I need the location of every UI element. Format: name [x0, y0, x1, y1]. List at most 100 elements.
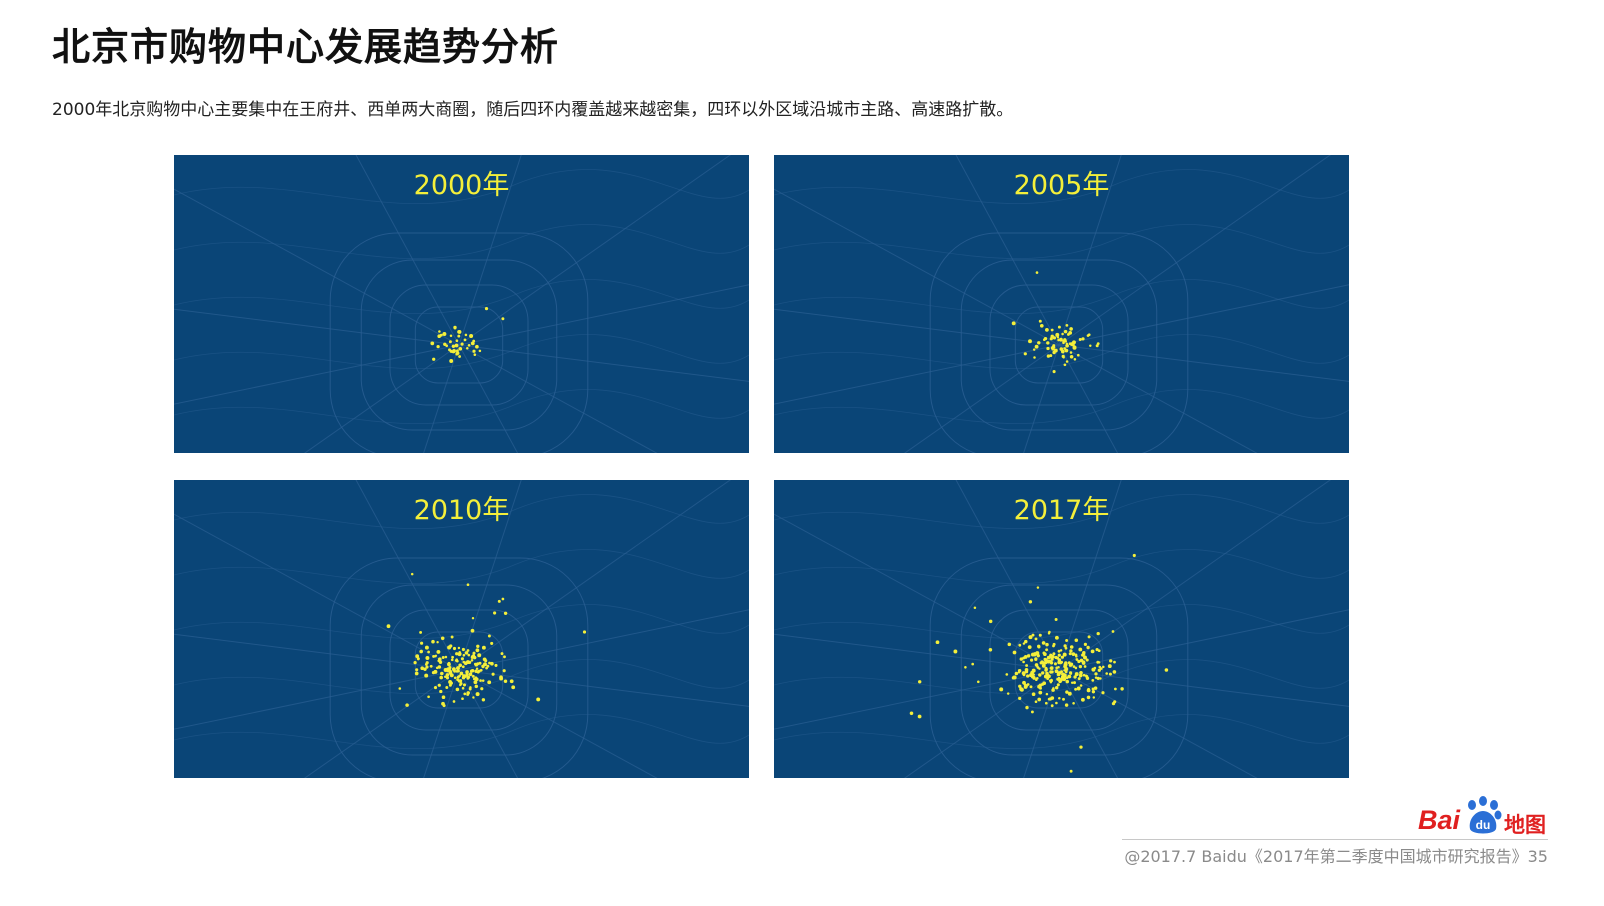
radial-road	[174, 344, 460, 405]
shopping-center-point	[1024, 684, 1028, 688]
shopping-center-point	[478, 349, 482, 353]
shopping-center-point	[443, 668, 448, 672]
radial-road	[1058, 669, 1349, 707]
shopping-center-point	[1022, 680, 1026, 685]
shopping-center-point	[461, 647, 465, 652]
radial-road	[458, 344, 658, 453]
shopping-center-point	[1073, 681, 1076, 685]
shopping-center-point	[1095, 648, 1099, 652]
shopping-center-point	[436, 649, 441, 654]
shopping-center-point	[445, 676, 450, 680]
shopping-center-point	[476, 644, 480, 648]
shopping-center-point	[1053, 348, 1058, 353]
shopping-center-point	[1049, 666, 1054, 670]
shopping-center-point	[1028, 600, 1033, 604]
shopping-center-point	[1063, 329, 1068, 334]
shopping-center-point	[1055, 701, 1058, 705]
shopping-center-point	[1057, 325, 1061, 329]
shopping-center-point	[1094, 672, 1098, 676]
shopping-center-point	[1056, 683, 1060, 687]
ring-road	[329, 232, 589, 453]
shopping-center-point	[1098, 661, 1101, 664]
shopping-center-point	[467, 660, 472, 665]
shopping-center-point	[437, 665, 442, 669]
shopping-center-point	[482, 657, 487, 662]
shopping-center-point	[1037, 684, 1042, 689]
shopping-center-point	[487, 634, 491, 638]
radial-road	[1058, 344, 1349, 382]
shopping-center-point	[455, 352, 459, 356]
shopping-center-point	[458, 652, 462, 656]
ring-road	[360, 584, 558, 756]
shopping-center-point	[1092, 696, 1096, 699]
shopping-center-point	[474, 669, 478, 673]
shopping-center-point	[1032, 673, 1036, 676]
shopping-center-point	[477, 653, 482, 658]
shopping-center-point	[1079, 670, 1083, 675]
radial-road	[174, 633, 460, 671]
shopping-center-point	[441, 656, 445, 659]
shopping-center-point	[458, 346, 463, 351]
shopping-center-point	[466, 649, 470, 652]
radial-road	[774, 633, 1060, 671]
shopping-center-point	[1032, 675, 1036, 679]
shopping-center-point	[449, 334, 453, 337]
shopping-center-point	[502, 669, 506, 673]
shopping-center-point	[1045, 328, 1049, 332]
shopping-center-point	[1018, 696, 1022, 701]
shopping-center-point	[479, 679, 482, 682]
radial-road	[174, 308, 460, 346]
ring-road	[929, 232, 1189, 453]
shopping-center-point	[436, 640, 439, 644]
shopping-center-point	[1085, 658, 1089, 662]
shopping-center-point	[469, 334, 474, 338]
page-title: 北京市购物中心发展趋势分析	[52, 25, 560, 69]
page-subtitle: 2000年北京购物中心主要集中在王府井、西单两大商圈，随后四环内覆盖越来越密集，…	[52, 100, 1014, 120]
radial-road	[355, 480, 460, 671]
shopping-center-point	[445, 686, 449, 689]
shopping-center-point	[1024, 639, 1028, 644]
shopping-center-point	[462, 653, 466, 657]
shopping-center-point	[1096, 342, 1100, 345]
shopping-center-point	[1041, 641, 1046, 645]
baidu-map-logo: Bai du 地图	[1418, 795, 1548, 837]
map-year-label: 2005年	[1013, 170, 1110, 201]
shopping-center-point	[917, 714, 922, 719]
boundary-line	[774, 389, 1349, 424]
shopping-center-point	[470, 656, 474, 659]
shopping-center-point	[1044, 668, 1048, 672]
shopping-center-point	[1056, 656, 1060, 660]
shopping-center-point	[425, 665, 429, 669]
shopping-center-point	[457, 329, 462, 334]
shopping-center-point	[458, 679, 463, 683]
shopping-center-point	[1031, 668, 1036, 673]
boundary-line	[174, 604, 749, 639]
shopping-center-point	[437, 683, 441, 687]
shopping-center-point	[1034, 663, 1039, 667]
shopping-center-point	[415, 654, 420, 659]
shopping-center-point	[1087, 635, 1091, 639]
shopping-center-point	[427, 695, 430, 699]
shopping-center-point	[440, 636, 445, 641]
shopping-center-point	[470, 659, 474, 662]
shopping-center-point	[463, 661, 468, 666]
radial-road	[1058, 669, 1258, 778]
shopping-center-point	[1069, 327, 1073, 331]
shopping-center-point	[1095, 344, 1099, 348]
shopping-center-point	[1090, 649, 1095, 654]
shopping-center-point	[1025, 664, 1029, 667]
shopping-center-point	[405, 703, 409, 707]
shopping-center-point	[1083, 642, 1087, 646]
shopping-center-point	[1063, 644, 1067, 648]
shopping-center-point	[1097, 668, 1101, 672]
shopping-center-point	[448, 348, 451, 352]
shopping-center-point	[1113, 660, 1116, 664]
shopping-center-point	[1064, 646, 1068, 650]
shopping-center-point	[1073, 345, 1077, 349]
shopping-center-point	[420, 666, 425, 671]
shopping-center-point	[429, 664, 433, 668]
radial-road	[1023, 344, 1060, 453]
shopping-center-point	[1107, 664, 1112, 669]
map-panel-2000: 2000年	[174, 155, 749, 453]
radial-road	[458, 155, 522, 346]
